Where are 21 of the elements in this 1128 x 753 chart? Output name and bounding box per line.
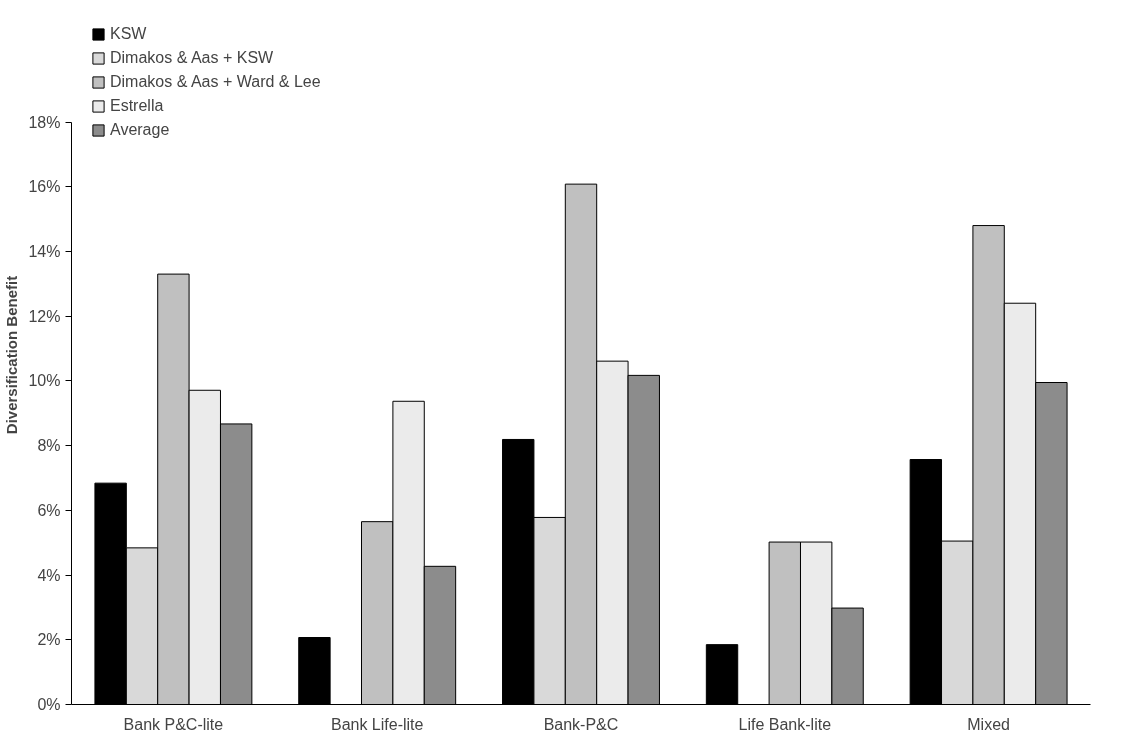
y-tick-label: 0% — [37, 696, 61, 713]
legend-label: Dimakos & Aas + KSW — [110, 49, 274, 67]
y-tick-label: 6% — [37, 501, 61, 519]
y-tick-label: 16% — [28, 178, 61, 196]
legend-label: KSW — [110, 25, 147, 43]
legend-label: Estrella — [110, 97, 164, 115]
y-tick-label: 14% — [28, 242, 61, 260]
y-tick-label: 10% — [28, 372, 61, 390]
legend-label: Dimakos & Aas + Ward & Lee — [110, 73, 321, 91]
x-tick-label: Bank P&C-lite — [123, 715, 224, 733]
y-tick-label: 4% — [37, 566, 61, 584]
x-tick-label: Bank-P&C — [543, 715, 619, 733]
x-tick-label: Life Bank-lite — [738, 715, 832, 733]
y-tick-label: 2% — [37, 631, 61, 649]
y-tick-label: 8% — [37, 437, 61, 455]
x-tick-label: Mixed — [967, 715, 1010, 733]
x-tick-label: Bank Life-lite — [330, 715, 424, 733]
y-axis-title: Diversification Benefit — [3, 275, 21, 435]
y-tick-label: 12% — [28, 307, 61, 325]
legend-label: Average — [110, 121, 170, 139]
y-tick-label: 18% — [28, 113, 61, 131]
